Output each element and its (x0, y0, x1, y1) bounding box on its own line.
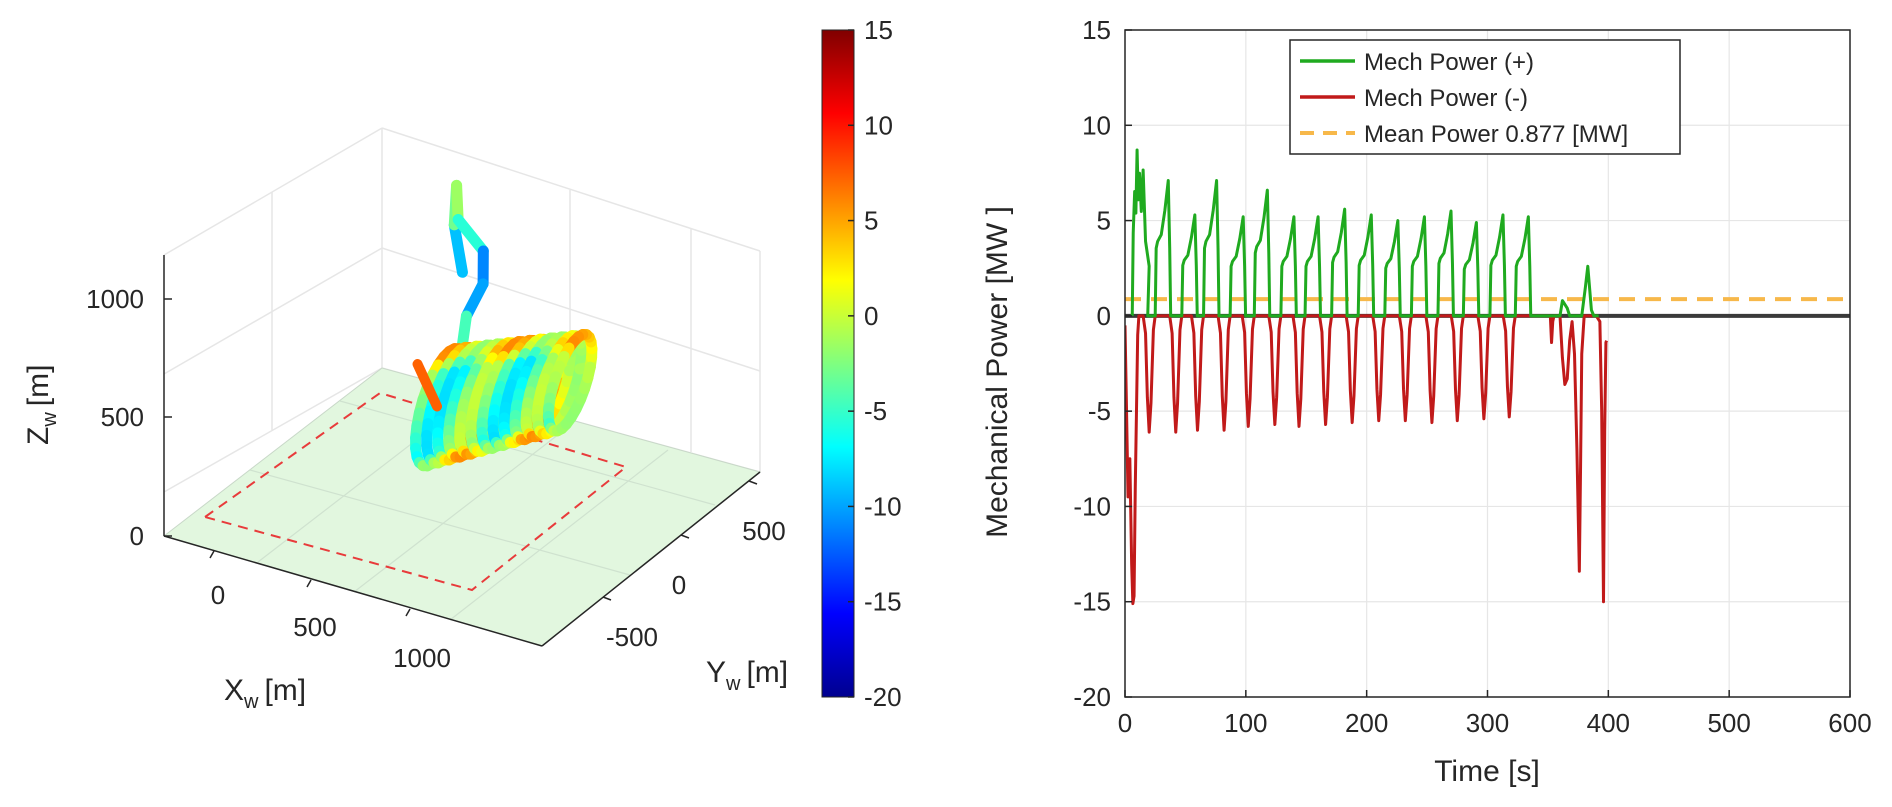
x-tick-label: 500 (293, 612, 336, 642)
legend-label: Mech Power (+) (1364, 49, 1534, 76)
z-tick-label: 500 (101, 402, 144, 432)
chart-3d-trajectory: 0 500 1000 0 500 1000 -500 0 500 Xw [m] Y… (22, 15, 902, 713)
y-axis-label: Yw [m] (706, 656, 788, 695)
trajectory-segment (452, 214, 489, 257)
series-line-mech-power-neg (1125, 314, 1608, 606)
x-tick-label: 500 (1707, 708, 1750, 738)
legend: Mech Power (+) Mech Power (-) Mean Power… (1289, 39, 1681, 155)
trajectory-segment (451, 179, 464, 226)
colorbar-tick-label: 15 (864, 15, 893, 45)
trajectory-segment (412, 359, 443, 412)
colorbar-tick-label: -5 (864, 396, 887, 426)
trajectory-segment (460, 278, 489, 322)
series-line-mech-power-pos (1130, 148, 1599, 318)
x-tick-label: 0 (211, 580, 225, 610)
x-tick-label: 400 (1587, 708, 1630, 738)
colorbar-tick-label: -15 (864, 587, 902, 617)
y-tick-label: 500 (742, 516, 785, 546)
y-axis-label: Mechanical Power [MW ] (981, 206, 1014, 538)
x-tick-label: 0 (1118, 708, 1132, 738)
colorbar-tick-label: -20 (864, 682, 902, 712)
colorbar-gradient (821, 29, 855, 698)
y-tick-label: 10 (1082, 110, 1111, 140)
y-tick-label: -10 (1073, 491, 1111, 521)
y-tick-label: -5 (1088, 396, 1111, 426)
z-tick-label: 1000 (86, 284, 144, 314)
x-tick-label: 600 (1828, 708, 1871, 738)
z-axis-label: Zw[m] (22, 365, 61, 445)
chart-mechanical-power: 0 100 200 300 400 500 600 15 10 5 0 -5 -10 -15 -20 Tim… (981, 15, 1872, 788)
x-axis-label: Xw [m] (224, 674, 306, 713)
trajectory-segment (448, 219, 468, 278)
y-tick-label: 15 (1082, 15, 1111, 45)
legend-label: Mech Power (-) (1364, 85, 1528, 112)
x-tick-label: 300 (1466, 708, 1509, 738)
colorbar-tick-label: -10 (864, 491, 902, 521)
colorbar: 15 10 5 0 -5 -10 -15 -20 (821, 15, 902, 712)
trajectory-segment (582, 361, 596, 384)
z-tick-label: 0 (130, 521, 144, 551)
colorbar-tick-label: 0 (864, 301, 878, 331)
y-tick-label: 0 (672, 570, 686, 600)
x-tick-label: 200 (1345, 708, 1388, 738)
y-tick-label: 0 (1097, 301, 1111, 331)
legend-label: Mean Power 0.877 [MW] (1364, 121, 1628, 148)
y-tick-label: -15 (1073, 587, 1111, 617)
colorbar-tick-label: 10 (864, 110, 893, 140)
colorbar-tick-label: 5 (864, 206, 878, 236)
boundary-rectangle (202, 391, 629, 592)
y-tick-label: -20 (1073, 682, 1111, 712)
axes-tick-marks (164, 298, 758, 617)
y-tick-label: -500 (606, 622, 658, 652)
x-tick-label: 1000 (393, 643, 451, 673)
x-axis-label: Time [s] (1434, 755, 1540, 788)
axes-lines (163, 255, 761, 647)
y-tick-label: 5 (1097, 206, 1111, 236)
x-tick-label: 100 (1224, 708, 1267, 738)
trajectory (410, 179, 598, 472)
